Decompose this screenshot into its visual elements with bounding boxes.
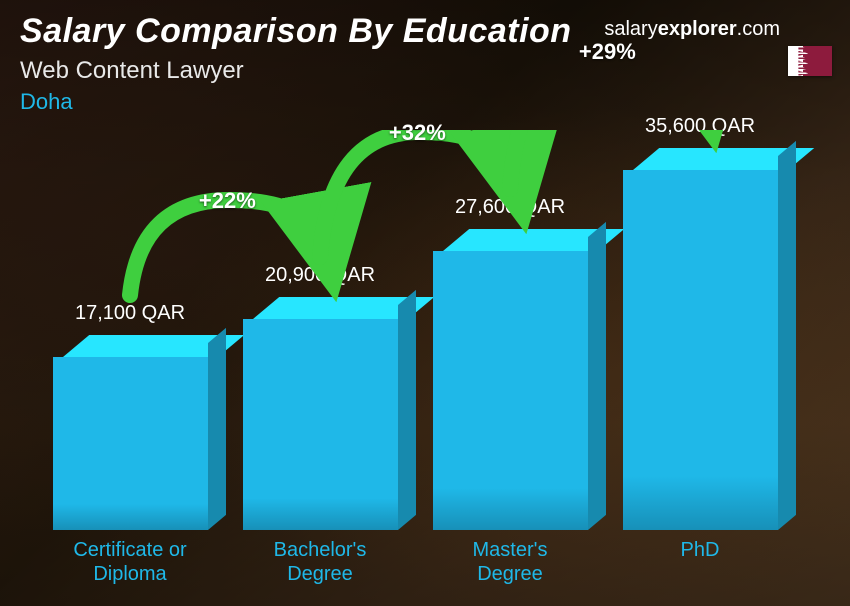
qatar-flag-icon xyxy=(788,46,832,76)
bar-front-face xyxy=(433,251,588,530)
bar-value-label-3: 35,600 QAR xyxy=(645,115,755,138)
x-axis-label-2: Master'sDegree xyxy=(430,538,590,586)
increment-pct-1: +32% xyxy=(389,120,446,146)
x-axis-labels: Certificate orDiploma Bachelor'sDegree Mas… xyxy=(40,538,790,586)
bar-value-label-2: 27,600 QAR xyxy=(455,196,565,219)
bar-3 xyxy=(623,148,778,530)
chart-location: Doha xyxy=(20,89,830,115)
bar-group-3: 35,600 QAR xyxy=(620,115,780,530)
brand-tld: .com xyxy=(737,18,780,40)
brand-suffix: explorer xyxy=(658,18,737,40)
brand-logo: salaryexplorer.com xyxy=(604,18,780,41)
bar-front-face xyxy=(53,357,208,530)
bars-area: 17,100 QAR20,900 QAR27,600 QAR35,600 QAR xyxy=(40,130,790,530)
bar-chart: 17,100 QAR20,900 QAR27,600 QAR35,600 QAR… xyxy=(40,130,790,586)
x-axis-label-1: Bachelor'sDegree xyxy=(240,538,400,586)
bar-group-1: 20,900 QAR xyxy=(240,264,400,530)
bar-value-label-1: 20,900 QAR xyxy=(265,264,375,287)
bar-side-face xyxy=(778,141,796,530)
bar-1 xyxy=(243,297,398,530)
bar-2 xyxy=(433,229,588,530)
x-axis-label-3: PhD xyxy=(620,538,780,586)
flag-maroon-band xyxy=(803,46,832,76)
increment-pct-2: +29% xyxy=(579,39,636,65)
bar-side-face xyxy=(588,222,606,530)
bar-0 xyxy=(53,335,208,530)
bar-front-face xyxy=(243,319,398,530)
bar-group-0: 17,100 QAR xyxy=(50,302,210,530)
chart-container: Salary Comparison By Education Web Conte… xyxy=(0,0,850,606)
bar-value-label-0: 17,100 QAR xyxy=(75,302,185,325)
increment-pct-0: +22% xyxy=(199,188,256,214)
chart-subtitle: Web Content Lawyer xyxy=(20,57,830,85)
bar-front-face xyxy=(623,170,778,530)
flag-white-band xyxy=(788,46,803,76)
x-axis-label-0: Certificate orDiploma xyxy=(50,538,210,586)
bar-group-2: 27,600 QAR xyxy=(430,196,590,530)
bar-side-face xyxy=(398,290,416,530)
brand-prefix: salary xyxy=(604,18,657,40)
bar-side-face xyxy=(208,328,226,530)
